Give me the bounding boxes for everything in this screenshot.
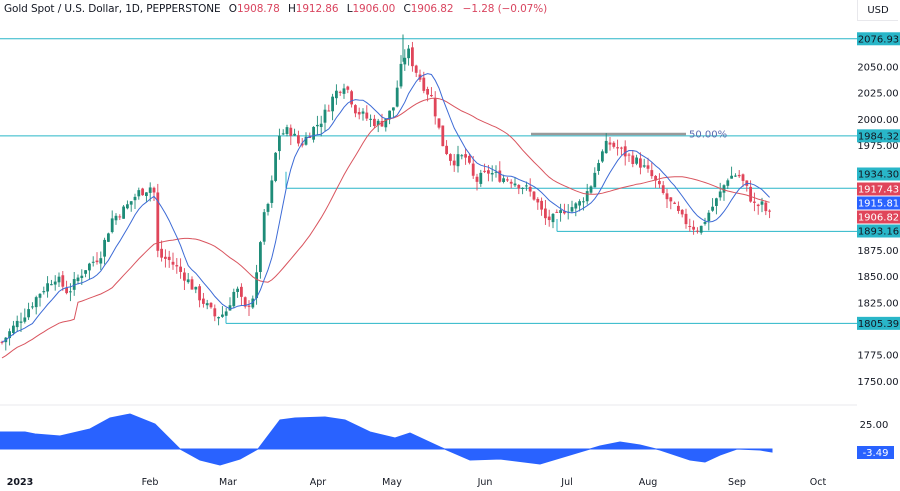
time-tick: May — [382, 477, 402, 488]
time-tick: Feb — [142, 477, 159, 488]
price-tag-value: 1917.43 — [858, 185, 899, 196]
candles — [0, 34, 771, 351]
price-tick: 1975.00 — [857, 141, 898, 152]
time-tick: Jul — [560, 477, 572, 488]
price-tag — [857, 316, 900, 330]
price-tick: 2050.00 — [857, 63, 898, 74]
fib-label: 50.00% — [689, 130, 727, 141]
slow-ma-line — [1, 97, 770, 359]
price-tick: 1775.00 — [857, 351, 898, 362]
price-tick: 2025.00 — [857, 89, 898, 100]
price-tag-value: 1805.39 — [858, 319, 899, 330]
oscillator-tick: 25.00 — [860, 420, 889, 431]
price-tick: 1825.00 — [857, 298, 898, 309]
close-label: C — [403, 3, 411, 15]
high-value: 1912.86 — [295, 3, 339, 15]
change-value: −1.28 (−0.07%) — [462, 3, 548, 15]
currency-button[interactable]: USD — [857, 0, 898, 21]
price-tag — [857, 32, 900, 46]
horizontal-levels[interactable] — [0, 38, 857, 324]
open-label: O — [228, 3, 237, 15]
open-value: 1908.78 — [236, 3, 280, 15]
time-tick: 2023 — [7, 477, 33, 488]
oscillator-last-tag — [857, 446, 894, 459]
fast-ma-line — [1, 73, 770, 343]
price-tag — [857, 167, 900, 181]
price-tag — [857, 224, 900, 238]
price-tags: 2076.93 1984.32 1934.30 1917.43 1915.81 1906.… — [857, 32, 900, 330]
close-value: 1906.82 — [410, 3, 454, 15]
price-tag-value: 1984.32 — [858, 131, 899, 142]
price-axis[interactable]: 2050.00 2025.00 2000.00 1975.00 1875.00 1850.… — [857, 63, 898, 388]
time-axis[interactable]: 2023 Feb Mar Apr May Jun Jul Aug Sep Oct — [7, 477, 827, 488]
time-tick: Jun — [477, 477, 493, 488]
symbol-title: Gold Spot / U.S. Dollar, 1D, PEPPERSTONE — [4, 3, 221, 15]
price-tick: 2000.00 — [857, 115, 898, 126]
price-tag — [857, 210, 900, 224]
symbol-legend: Gold Spot / U.S. Dollar, 1D, PEPPERSTONE… — [4, 3, 547, 15]
time-tick: Mar — [219, 477, 237, 488]
fib-level[interactable]: 50.00% — [531, 130, 727, 141]
low-value: 1906.00 — [352, 3, 396, 15]
price-tag-value: 1906.82 — [858, 213, 899, 224]
time-tick: Oct — [810, 477, 827, 488]
price-tick: 1750.00 — [857, 377, 898, 388]
time-tick: Apr — [310, 477, 327, 488]
price-tag-value: 1893.16 — [858, 227, 899, 238]
price-tick: 1850.00 — [857, 272, 898, 283]
price-tag — [857, 129, 900, 143]
price-tick: 1875.00 — [857, 246, 898, 257]
price-tag — [857, 182, 900, 196]
price-tag-value: 1915.81 — [858, 199, 899, 210]
oscillator-area — [0, 413, 773, 466]
low-label: L — [346, 3, 353, 15]
time-tick: Sep — [728, 477, 746, 488]
oscillator-last-value: -3.49 — [863, 448, 889, 459]
high-label: H — [287, 3, 296, 15]
time-tick: Aug — [639, 477, 658, 488]
price-tag-value: 2076.93 — [858, 34, 899, 45]
price-tag — [857, 196, 900, 210]
price-tag-value: 1934.30 — [858, 170, 899, 181]
